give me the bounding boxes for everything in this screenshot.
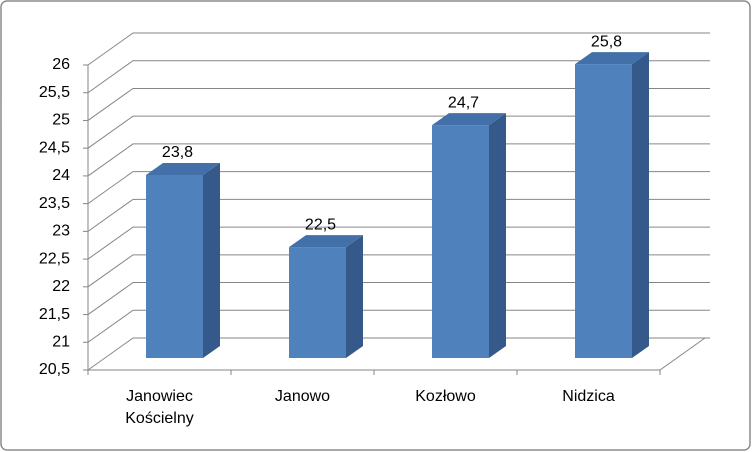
grid-line <box>87 115 710 149</box>
bar-side <box>489 113 506 358</box>
grid-line <box>87 87 710 121</box>
value-label: 25,8 <box>591 33 622 50</box>
bar-side <box>632 52 649 358</box>
bar-top <box>289 235 363 248</box>
grid-line <box>87 282 710 315</box>
y-tick-label: 23 <box>52 223 70 240</box>
bar <box>289 247 346 358</box>
grid-line <box>87 309 710 343</box>
x-tick-label: Janowo <box>274 388 331 405</box>
grid-line <box>87 171 710 205</box>
y-tick-label: 20,5 <box>39 361 70 378</box>
bar-top <box>432 113 506 126</box>
bar <box>575 64 632 358</box>
y-tick-label: 25,5 <box>39 84 70 101</box>
y-tick-label: 22 <box>52 278 70 295</box>
value-label: 22,5 <box>305 216 336 233</box>
y-tick-label: 24 <box>52 167 70 184</box>
y-tick-label: 23,5 <box>39 195 70 212</box>
grid-line <box>87 226 710 260</box>
value-label: 23,8 <box>162 144 193 161</box>
bar-top <box>575 52 649 65</box>
bar-side <box>203 163 220 358</box>
grid-line <box>87 337 710 371</box>
bar <box>432 125 489 358</box>
x-tick-label: Nidzica <box>562 388 615 405</box>
x-tick-label: Janowiec Kościelny <box>125 388 194 427</box>
bar <box>146 175 203 358</box>
x-tick-label: Kozłowo <box>415 388 476 405</box>
grid-line <box>87 32 710 66</box>
value-label: 24,7 <box>448 94 479 111</box>
grid-line <box>87 143 710 177</box>
y-tick-label: 21 <box>52 333 70 350</box>
grid-line <box>87 60 710 94</box>
bar-side <box>346 235 363 358</box>
y-tick-label: 24,5 <box>39 139 70 156</box>
grid-line <box>87 254 710 288</box>
y-tick-label: 22,5 <box>39 250 70 267</box>
grid-line <box>87 198 710 232</box>
y-tick-label: 21,5 <box>39 306 70 323</box>
bar-top <box>146 163 220 175</box>
y-tick-label: 26 <box>52 56 70 73</box>
y-tick-label: 25 <box>52 112 70 129</box>
